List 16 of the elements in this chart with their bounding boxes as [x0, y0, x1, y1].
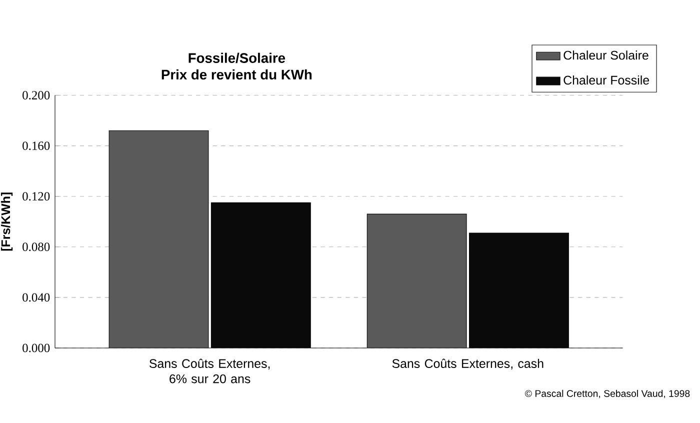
y-tick-label: 0.040	[22, 293, 50, 302]
x-tick-label: Sans Coûts Externes, cash	[392, 358, 544, 370]
y-tick-label: 0.120	[22, 192, 50, 201]
y-tick-label: 0.200	[22, 91, 50, 100]
bar	[366, 214, 467, 348]
legend-label: Chaleur Solaire	[564, 50, 648, 60]
text: © Pascal Cretton, Sebasol Vaud, 1998	[525, 390, 690, 398]
bar	[109, 130, 208, 348]
y-tick-label: 0.080	[22, 242, 50, 252]
chart-subtitle: Prix de revient du KWh	[162, 69, 312, 80]
chart-title: Fossile/Solaire	[188, 52, 286, 64]
x-tick-label: Sans Coûts Externes, 6% sur 20 ans	[149, 358, 270, 384]
y-tick-label: 0.000	[22, 344, 50, 352]
y-axis-title: [Frs/KWh]	[0, 192, 13, 251]
y-tick-label: 0.160	[22, 142, 50, 150]
legend-label: Chaleur Fossile	[564, 75, 650, 85]
